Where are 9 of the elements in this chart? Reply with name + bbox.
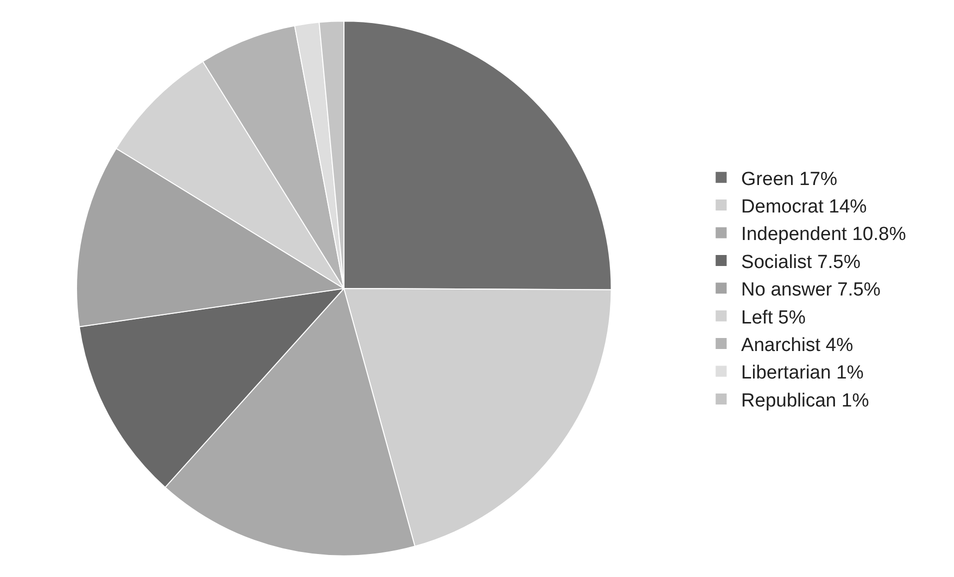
legend-label: Democrat 14% [741, 196, 867, 218]
legend-label: Independent 10.8% [741, 224, 906, 246]
legend-label: Libertarian 1% [741, 362, 864, 384]
legend-label: Republican 1% [741, 390, 870, 412]
legend-label: Green 17% [741, 168, 838, 190]
legend-label: Socialist 7.5% [741, 252, 861, 273]
legend-label: Left 5% [741, 307, 806, 328]
legend-label: Anarchist 4% [741, 334, 854, 356]
legend-label: No answer 7.5% [741, 280, 881, 301]
